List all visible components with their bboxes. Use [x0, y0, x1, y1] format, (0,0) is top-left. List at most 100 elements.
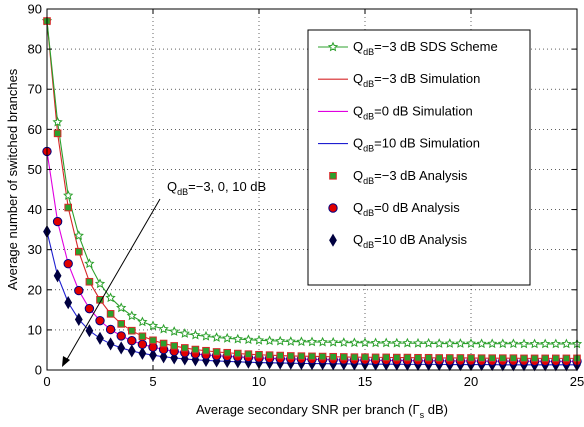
data-point [117, 320, 126, 328]
data-point [306, 336, 318, 347]
data-point [211, 332, 222, 342]
data-point [349, 337, 360, 348]
x-tick-label: 5 [149, 374, 156, 389]
y-tick-label: 30 [28, 242, 42, 257]
y-tick-label: 20 [28, 282, 42, 297]
data-point [191, 345, 200, 354]
data-point [561, 338, 572, 349]
data-point [53, 269, 62, 283]
y-tick-label: 40 [28, 202, 42, 217]
data-point [170, 342, 178, 350]
data-point [75, 247, 83, 256]
data-point [414, 353, 422, 362]
data-point [444, 338, 455, 348]
data-point [190, 329, 201, 340]
series-4 [43, 17, 581, 363]
legend-label: QdB=0 dB Simulation [353, 103, 473, 121]
data-point [276, 351, 284, 360]
annotation-arrow [65, 198, 161, 362]
data-point [338, 337, 349, 347]
data-point [370, 337, 381, 348]
data-point [456, 354, 465, 362]
data-point [234, 349, 242, 358]
data-point [465, 338, 477, 348]
data-point [232, 333, 243, 344]
data-point [297, 352, 306, 360]
series-0 [41, 15, 583, 349]
data-point [361, 353, 369, 361]
data-point [530, 354, 539, 363]
legend-marker [328, 203, 338, 213]
data-point [138, 346, 147, 360]
data-point [137, 339, 148, 350]
data-point [403, 353, 412, 362]
data-point [488, 354, 496, 362]
data-point [159, 339, 168, 348]
y-tick-label: 50 [28, 162, 42, 177]
annotation-text: QdB=−3, 0, 10 dB [167, 179, 266, 197]
data-point [499, 354, 507, 362]
data-point [127, 344, 136, 358]
data-point [285, 336, 296, 346]
data-point [318, 352, 327, 361]
data-point [541, 354, 550, 363]
data-point [105, 324, 116, 335]
data-point [244, 350, 253, 358]
data-point [275, 335, 286, 346]
data-point [128, 326, 136, 335]
legend-label: QdB=−3 dB SDS Scheme [353, 39, 498, 57]
legend: QdB=−3 dB SDS Scheme QdB=−3 dB Simulation… [307, 29, 531, 286]
data-point [255, 350, 263, 359]
y-axis-label: Average number of switched branches [5, 68, 20, 290]
data-point [106, 337, 115, 351]
data-point [149, 348, 157, 362]
data-point [159, 350, 168, 364]
data-point [222, 332, 233, 343]
data-point [179, 328, 190, 338]
data-point [200, 330, 212, 341]
x-tick-label: 10 [252, 374, 266, 389]
data-point [116, 302, 127, 313]
annotation: QdB=−3, 0, 10 dB [62, 179, 266, 367]
data-point [412, 337, 424, 348]
data-point [94, 278, 106, 289]
data-point [350, 353, 359, 361]
data-point [85, 324, 94, 338]
data-point [518, 338, 530, 349]
data-point [308, 352, 316, 361]
data-point [127, 336, 137, 346]
legend-label: QdB=10 dB Simulation [353, 136, 480, 154]
data-point [85, 277, 94, 286]
legend-label: QdB=−3 dB Analysis [353, 168, 468, 186]
x-axis-label: Average secondary SNR per branch (Γs dB) [196, 402, 448, 420]
data-point [148, 342, 158, 352]
data-point [52, 216, 63, 227]
x-tick-label: 0 [43, 374, 50, 389]
data-point [562, 354, 571, 363]
legend-entry: QdB=10 dB Simulation [318, 136, 480, 154]
legend-marker [327, 41, 339, 52]
data-point [296, 336, 307, 347]
data-point [393, 353, 401, 362]
data-point [212, 348, 221, 356]
data-point [106, 310, 115, 318]
data-point [253, 334, 265, 345]
legend-label: QdB=0 dB Analysis [353, 200, 460, 218]
x-tick-label: 25 [570, 374, 584, 389]
data-point [74, 312, 83, 327]
legend-box [307, 29, 531, 286]
data-point [96, 331, 104, 345]
data-point [477, 354, 486, 362]
data-point [243, 334, 254, 345]
data-point [317, 336, 328, 347]
data-point [328, 336, 339, 347]
data-point [497, 338, 508, 349]
data-point [64, 296, 73, 310]
data-point [552, 354, 560, 363]
data-point [138, 332, 147, 341]
data-point [359, 337, 371, 348]
legend-entry: QdB=0 dB Simulation [318, 103, 473, 121]
data-point [476, 338, 487, 349]
data-point [467, 354, 475, 362]
y-tick-label: 60 [28, 122, 42, 137]
